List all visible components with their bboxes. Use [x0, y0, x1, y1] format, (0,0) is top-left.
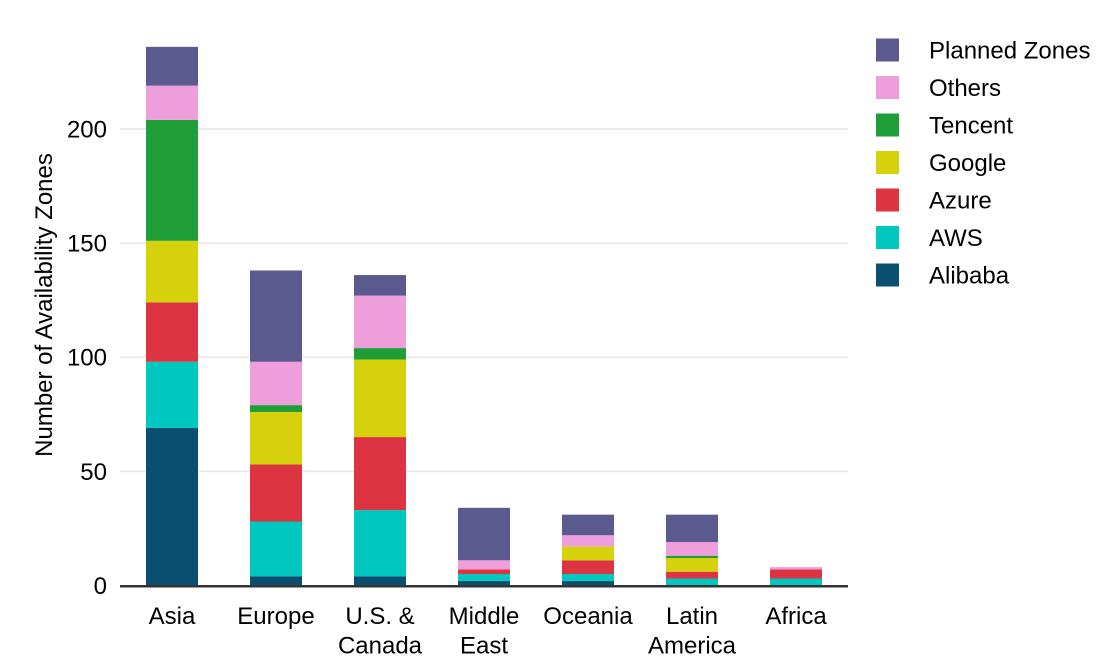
svg-text:Oceania: Oceania: [543, 603, 633, 630]
svg-text:Google: Google: [929, 150, 1006, 177]
svg-text:East: East: [460, 633, 508, 660]
svg-text:Azure: Azure: [929, 188, 992, 215]
svg-text:U.S. &: U.S. &: [345, 603, 414, 630]
svg-text:America: America: [648, 633, 737, 660]
svg-text:100: 100: [67, 345, 107, 372]
svg-text:Latin: Latin: [666, 603, 718, 630]
svg-text:200: 200: [67, 117, 107, 144]
svg-text:Tencent: Tencent: [929, 113, 1013, 140]
svg-text:150: 150: [67, 231, 107, 258]
svg-text:50: 50: [80, 459, 107, 486]
svg-text:Europe: Europe: [237, 603, 314, 630]
svg-text:Number of Availability Zones: Number of Availability Zones: [31, 153, 58, 457]
svg-text:Africa: Africa: [765, 603, 827, 630]
svg-text:AWS: AWS: [929, 225, 983, 252]
svg-text:0: 0: [94, 573, 107, 600]
svg-text:Alibaba: Alibaba: [929, 263, 1010, 290]
svg-text:Middle: Middle: [449, 603, 520, 630]
svg-text:Others: Others: [929, 75, 1001, 102]
svg-text:Planned Zones: Planned Zones: [929, 38, 1090, 65]
svg-text:Canada: Canada: [338, 633, 423, 660]
svg-text:Asia: Asia: [149, 603, 196, 630]
